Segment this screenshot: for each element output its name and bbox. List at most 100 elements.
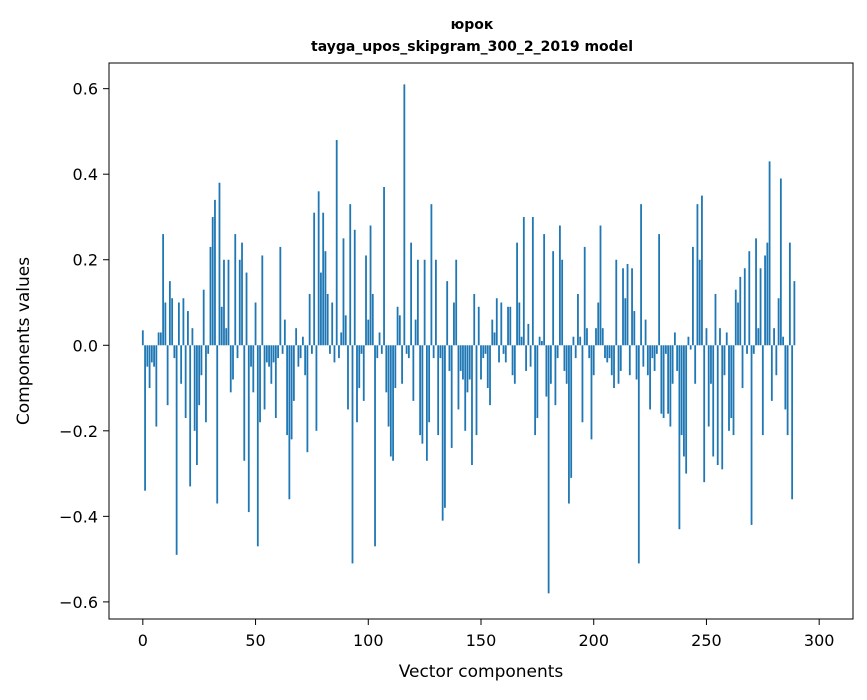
bar-component-222 — [642, 345, 645, 367]
bar-component-244 — [692, 246, 694, 346]
bar-component-131 — [437, 345, 440, 436]
bar-component-1 — [144, 345, 146, 491]
bar-component-269 — [748, 251, 751, 346]
bar-component-95 — [356, 345, 358, 423]
bar-component-75 — [311, 345, 313, 354]
bar-component-238 — [678, 345, 681, 530]
bar-component-121 — [414, 319, 417, 346]
bar-component-100 — [367, 319, 370, 346]
bar-component-167 — [518, 302, 521, 346]
bar-component-134 — [444, 345, 446, 508]
bar-component-70 — [299, 345, 302, 359]
bar-component-39 — [229, 345, 232, 393]
bar-component-12 — [168, 281, 171, 346]
bar-component-236 — [673, 332, 676, 346]
bar-component-178 — [543, 234, 546, 346]
bar-component-145 — [468, 345, 471, 380]
bar-component-133 — [441, 345, 444, 521]
bar-component-241 — [685, 345, 688, 474]
bar-component-249 — [703, 345, 706, 483]
bar-component-277 — [766, 242, 769, 346]
bar-component-220 — [637, 345, 640, 564]
bar-component-111 — [392, 345, 394, 461]
bar-component-126 — [425, 345, 428, 461]
bar-component-38 — [227, 259, 230, 346]
chart-subtitle: tayga_upos_skipgram_300_2_2019 model — [311, 39, 633, 55]
bar-component-124 — [421, 345, 424, 444]
bar-component-175 — [536, 345, 539, 418]
bar-component-174 — [534, 345, 537, 436]
bar-component-63 — [283, 319, 286, 346]
bar-component-224 — [646, 345, 649, 376]
bar-component-255 — [716, 345, 719, 466]
bar-component-19 — [184, 345, 187, 418]
bar-component-57 — [270, 345, 273, 384]
bar-component-8 — [159, 332, 162, 346]
bar-component-55 — [265, 345, 268, 363]
bar-component-60 — [277, 345, 279, 359]
bar-component-29 — [207, 345, 210, 354]
bar-component-92 — [349, 204, 352, 346]
bar-component-184 — [556, 345, 559, 359]
bar-component-142 — [462, 345, 464, 380]
bar-component-98 — [362, 345, 365, 401]
bar-component-94 — [353, 229, 356, 346]
x-tick-label: 250 — [691, 631, 722, 650]
bar-component-6 — [155, 345, 158, 427]
bar-component-77 — [315, 345, 318, 431]
bar-component-239 — [680, 345, 683, 436]
x-axis-label: Vector components — [399, 662, 564, 682]
bar-component-212 — [619, 345, 622, 371]
bar-component-154 — [489, 345, 491, 406]
bar-component-288 — [791, 345, 794, 500]
bar-component-285 — [784, 345, 787, 410]
bar-component-116 — [403, 84, 406, 346]
bar-component-210 — [615, 259, 618, 346]
bar-component-9 — [162, 234, 165, 346]
bar-component-287 — [788, 242, 791, 346]
bar-component-118 — [407, 345, 410, 359]
bar-component-139 — [455, 259, 458, 346]
bar-component-225 — [649, 345, 651, 410]
bar-component-44 — [241, 242, 243, 346]
bar-component-127 — [428, 345, 431, 423]
ticks-layer: 0 50 100 150 200 250 300 −0.6 −0.4 −0.2 0.0 0.2 0.4 0… — [59, 80, 834, 650]
bar-component-221 — [640, 204, 642, 346]
bar-component-68 — [295, 328, 298, 346]
bar-component-155 — [491, 319, 494, 346]
bar-component-248 — [701, 195, 703, 346]
bar-component-106 — [380, 345, 383, 354]
bars-layer — [141, 84, 796, 594]
bar-component-22 — [191, 328, 194, 346]
bar-component-117 — [405, 345, 408, 354]
bar-component-141 — [459, 345, 462, 371]
bar-component-267 — [743, 268, 746, 346]
bar-component-105 — [378, 332, 381, 346]
bar-component-205 — [604, 345, 606, 359]
bar-component-183 — [554, 345, 557, 406]
bar-component-129 — [432, 345, 435, 359]
bar-component-67 — [292, 345, 295, 401]
bar-component-242 — [687, 336, 690, 346]
bar-component-71 — [301, 336, 304, 346]
bar-component-223 — [644, 319, 647, 346]
bar-component-235 — [671, 345, 674, 384]
bar-component-24 — [196, 345, 198, 466]
bar-component-13 — [171, 298, 174, 346]
bar-component-284 — [782, 336, 785, 346]
bar-component-213 — [622, 268, 624, 346]
bar-component-181 — [549, 345, 552, 384]
chart-title: юрок — [451, 17, 494, 33]
bar-component-85 — [333, 345, 336, 363]
bar-component-283 — [779, 178, 782, 346]
bar-component-274 — [759, 268, 762, 346]
bar-component-172 — [529, 345, 532, 367]
bar-component-194 — [579, 336, 582, 346]
bar-component-159 — [500, 302, 503, 346]
bar-component-84 — [331, 302, 334, 346]
bar-component-41 — [234, 234, 237, 346]
y-tick-label: −0.4 — [59, 507, 98, 526]
bar-component-31 — [211, 216, 214, 346]
bar-component-23 — [193, 345, 196, 431]
